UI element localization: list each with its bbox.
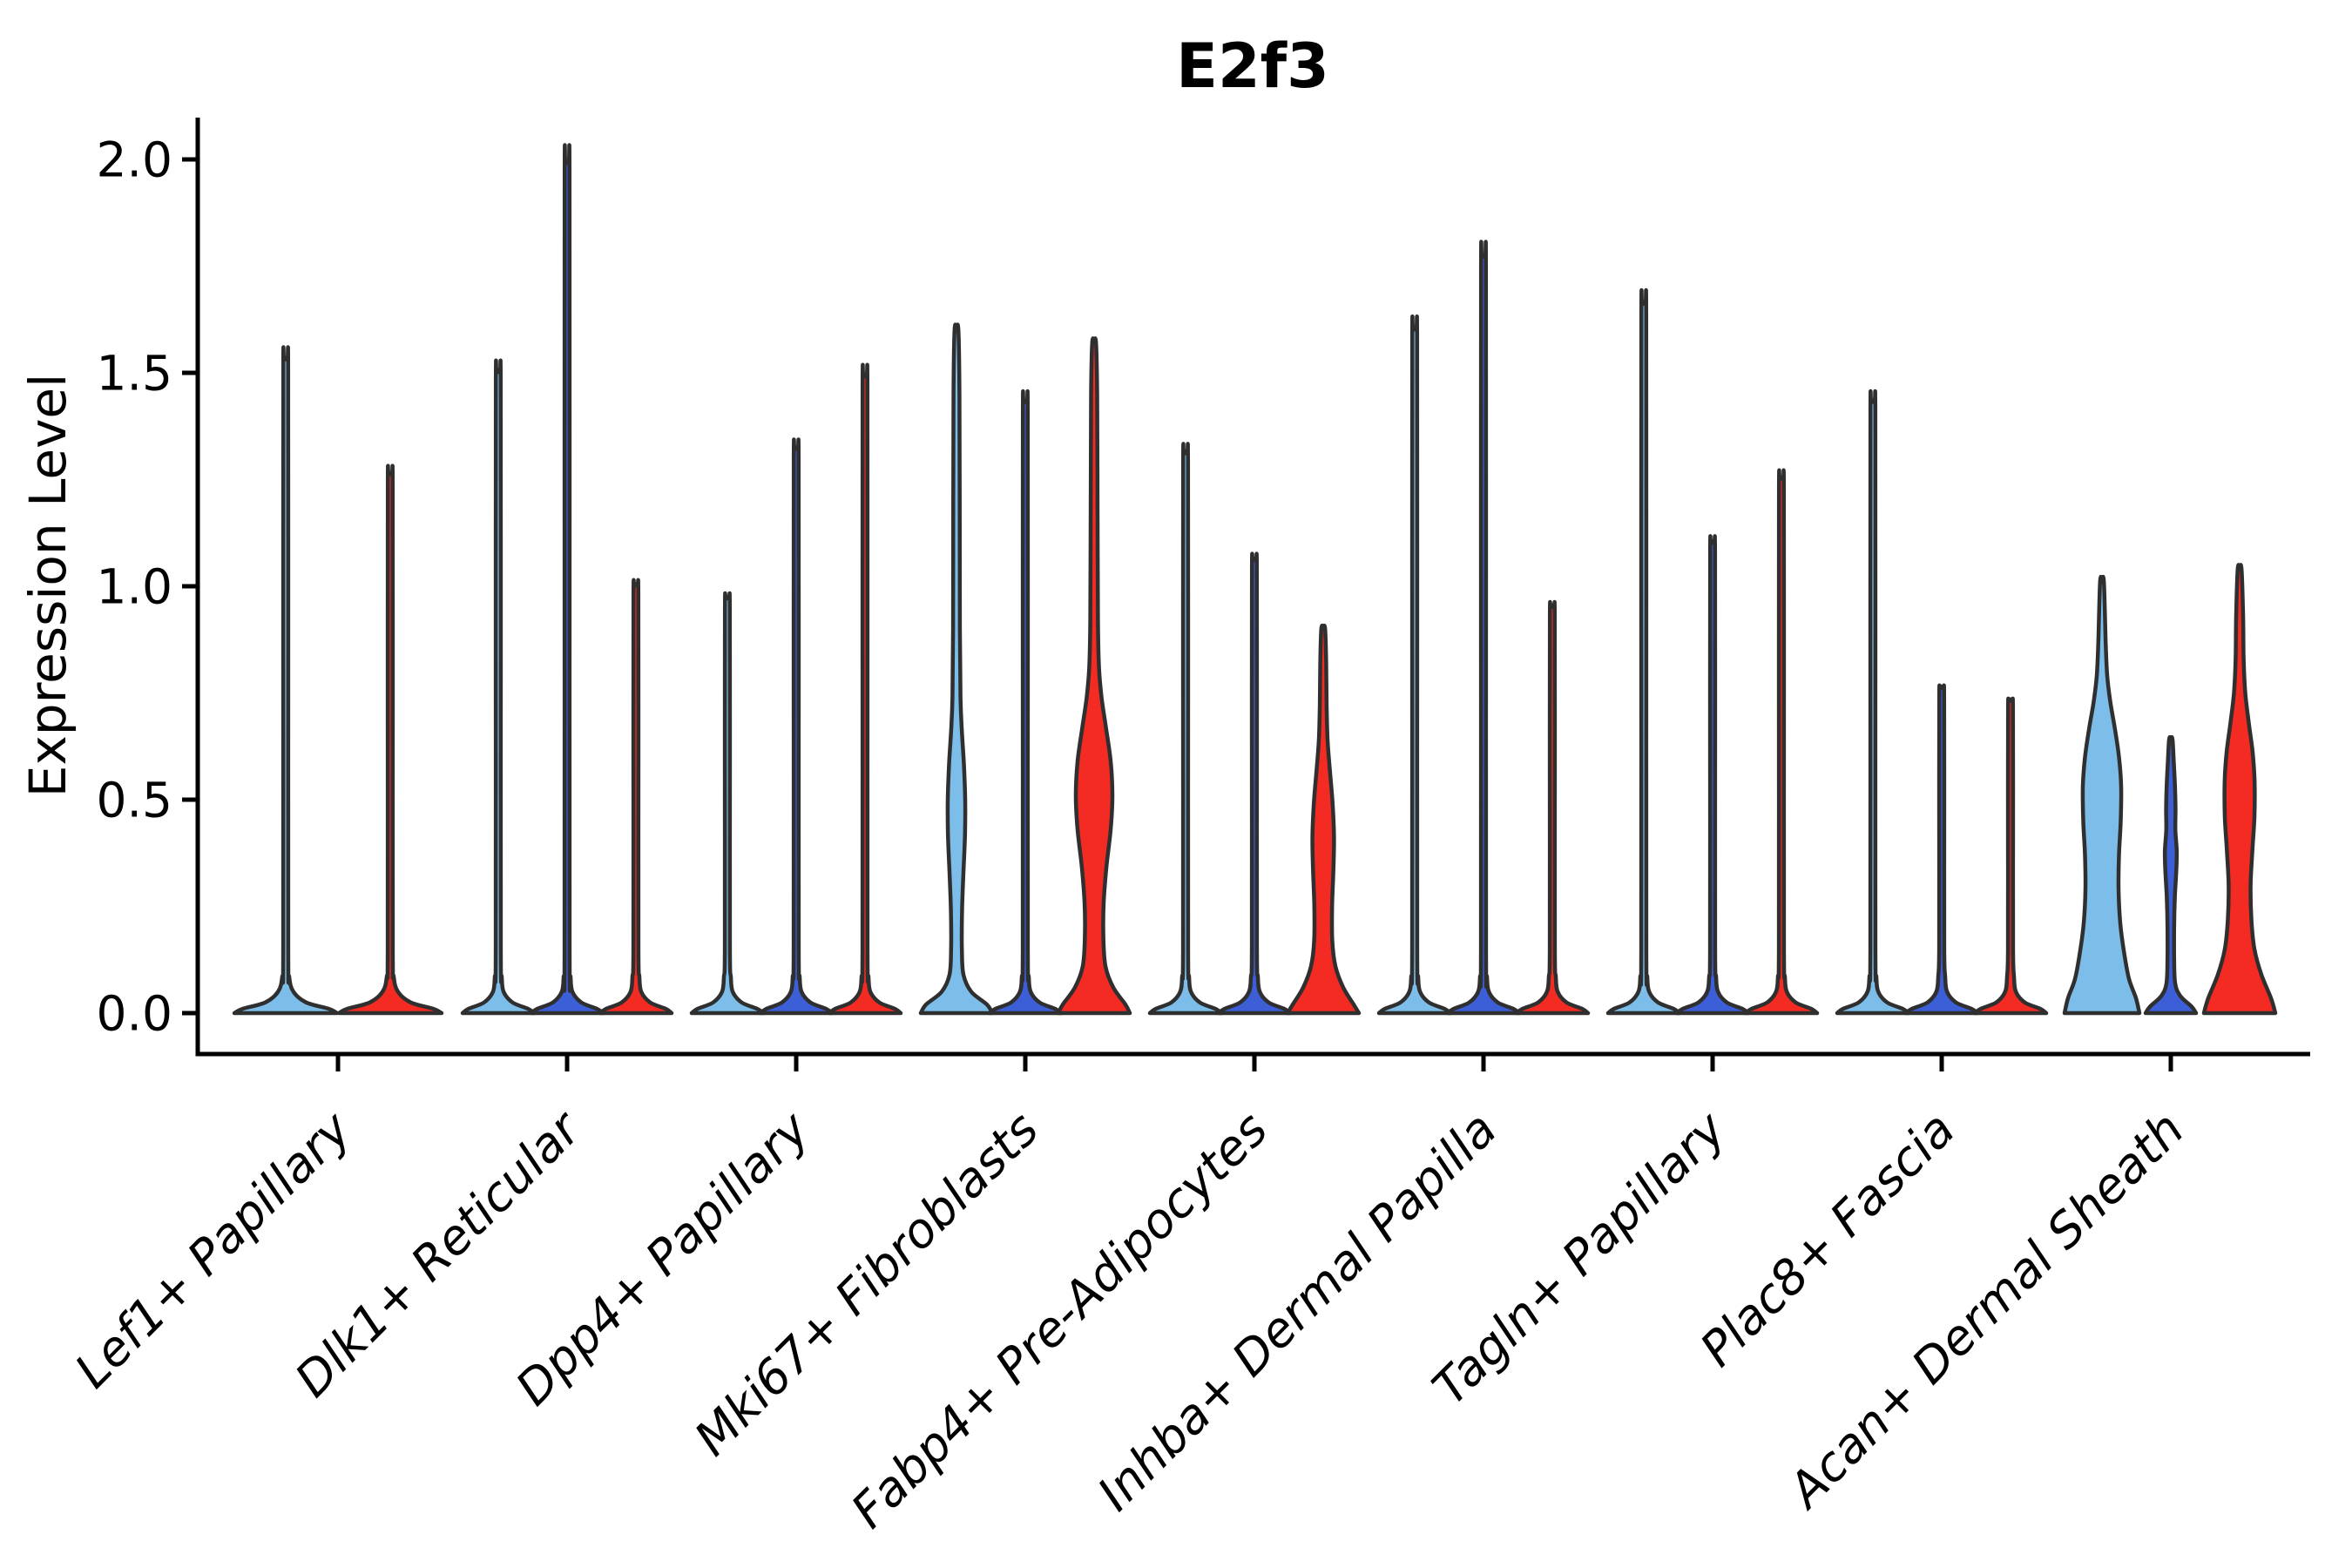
violin-plac8-fascia-darkblue <box>1903 683 1980 1016</box>
violin-mki67-fibroblasts-red <box>1056 336 1132 1016</box>
axes-layer <box>182 118 2310 1071</box>
violin-mki67-fibroblasts-lightblue <box>918 322 995 1016</box>
violin-inhba-dermal-papilla-lightblue <box>1376 314 1453 1016</box>
x-tick-label: Acan+ Dermal Sheath <box>1776 1101 2195 1520</box>
y-tick-label: 2.0 <box>97 132 172 187</box>
violin-fabp4-pre-adipocytes-red <box>1285 623 1362 1016</box>
violin-lef1-papillary-lightblue <box>232 345 340 1016</box>
violin-dlk1-reticular-darkblue <box>529 143 605 1016</box>
y-tick-label: 0.5 <box>97 772 172 828</box>
violin-dpp4-papillary-red <box>827 362 903 1016</box>
violin-acan-dermal-sheath-lightblue <box>2062 574 2142 1016</box>
y-axis-label: Expression Level <box>18 374 78 797</box>
violin-plac8-fascia-red <box>1972 696 2049 1016</box>
violin-mki67-fibroblasts-darkblue <box>987 389 1064 1016</box>
violin-dlk1-reticular-red <box>598 578 674 1016</box>
violin-tagln-papillary-darkblue <box>1674 534 1751 1016</box>
violin-tagln-papillary-red <box>1743 468 1820 1016</box>
y-tick-label: 1.5 <box>97 345 172 401</box>
violin-acan-dermal-sheath-darkblue <box>2143 734 2199 1016</box>
violin-acan-dermal-sheath-red <box>2201 563 2278 1016</box>
violin-dpp4-papillary-lightblue <box>689 591 766 1016</box>
violin-dlk1-reticular-lightblue <box>460 358 537 1016</box>
violin-inhba-dermal-papilla-darkblue <box>1445 240 1522 1016</box>
y-tick-label: 1.0 <box>97 558 172 614</box>
violin-lef1-papillary-red <box>336 463 444 1016</box>
x-tick-label: Fabp4+ Pre-Adipocytes <box>841 1101 1278 1538</box>
violins-layer <box>232 143 2278 1016</box>
x-tick-label: Inhba+ Dermal Papilla <box>1087 1101 1507 1521</box>
violin-fabp4-pre-adipocytes-darkblue <box>1216 551 1293 1016</box>
plot-title: E2f3 <box>1176 30 1329 102</box>
violin-dpp4-papillary-darkblue <box>758 437 835 1016</box>
violin-inhba-dermal-papilla-red <box>1514 599 1591 1016</box>
y-tick-label: 0.0 <box>97 985 172 1041</box>
violin-fabp4-pre-adipocytes-lightblue <box>1147 442 1224 1016</box>
violin-tagln-papillary-lightblue <box>1605 287 1682 1016</box>
violin-plac8-fascia-lightblue <box>1835 389 1911 1016</box>
